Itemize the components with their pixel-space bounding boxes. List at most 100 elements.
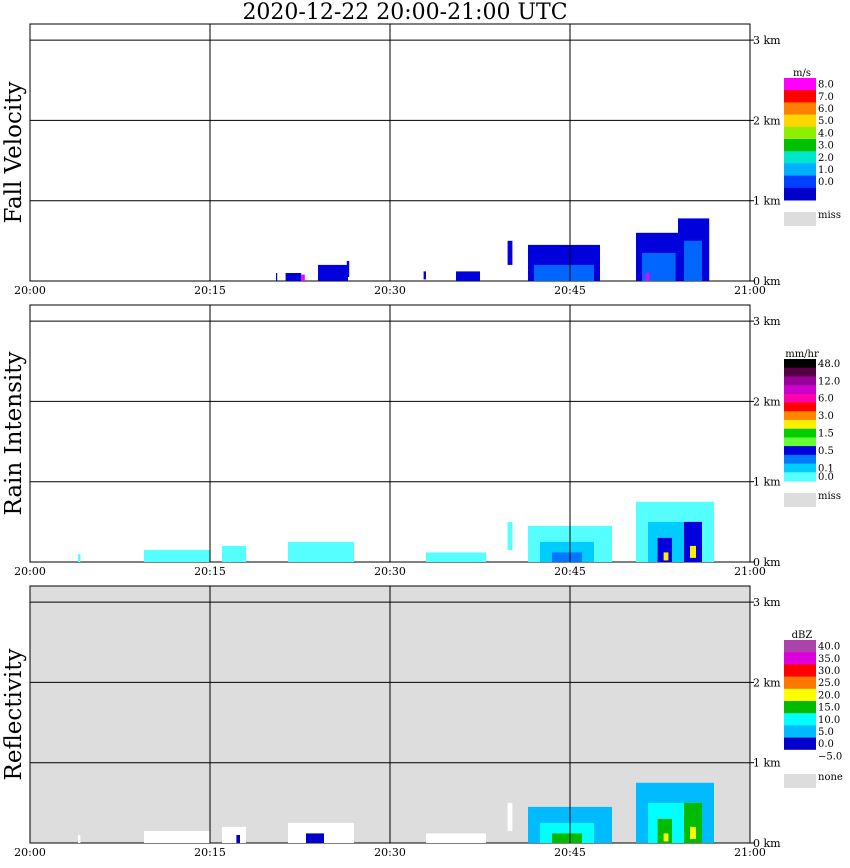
colorbar-swatch bbox=[784, 737, 816, 751]
x-tick-label: 20:00 bbox=[14, 846, 46, 859]
echo-cell bbox=[288, 541, 354, 562]
echo-cell bbox=[663, 833, 669, 842]
colorbar-missing-label: miss bbox=[818, 491, 841, 502]
colorbar-label: 4.0 bbox=[818, 128, 834, 139]
colorbar-swatch bbox=[784, 151, 816, 164]
y-tick-label: 2 km bbox=[753, 395, 781, 408]
colorbar-label: 3.0 bbox=[818, 411, 834, 422]
colorbar-label: 40.0 bbox=[818, 642, 840, 653]
colorbar-label: 35.0 bbox=[818, 654, 840, 665]
echo-cell bbox=[456, 271, 480, 281]
echo-cell bbox=[144, 550, 210, 562]
echo-cell bbox=[552, 552, 582, 562]
echo-cell bbox=[318, 264, 348, 281]
colorbar-label: 12.0 bbox=[818, 376, 840, 387]
colorbar-swatch bbox=[784, 676, 816, 690]
y-tick-label: 1 km bbox=[753, 757, 781, 770]
colorbar-swatch bbox=[784, 664, 816, 678]
colorbar-swatch bbox=[784, 139, 816, 152]
ticks-rain-intensity: 20:00 20:15 20:30 20:45 21:000 km 1 km 2 km 3 k… bbox=[14, 315, 781, 578]
x-tick-label: 20:30 bbox=[374, 565, 406, 578]
colorbar-unit: mm/hr bbox=[785, 349, 819, 360]
y-tick-label: 3 km bbox=[753, 34, 781, 47]
x-tick-label: 20:00 bbox=[14, 565, 46, 578]
echo-cell bbox=[426, 552, 486, 562]
colorbar-fall-velocity: m/s 8.07.06.05.04.0 3.02.01.00.0 miss bbox=[784, 68, 841, 226]
x-tick-label: 21:00 bbox=[734, 284, 766, 297]
colorbar-label: 0.0 bbox=[818, 739, 834, 750]
colorbar-label: 5.0 bbox=[818, 116, 834, 127]
ylabel-rain-intensity: Rain Intensity bbox=[1, 351, 27, 515]
colorbar-swatch bbox=[784, 454, 816, 465]
colorbar-swatch bbox=[784, 411, 816, 421]
y-tick-label: 3 km bbox=[753, 315, 781, 328]
colorbar-swatch bbox=[784, 688, 816, 702]
ylabel-fall-velocity: Fall Velocity bbox=[1, 82, 27, 224]
y-tick-label: 0 km bbox=[753, 275, 781, 288]
echo-cell bbox=[306, 833, 324, 843]
y-tick-label: 2 km bbox=[753, 676, 781, 689]
colorbar-missing-swatch bbox=[784, 212, 816, 226]
colorbar-swatch bbox=[784, 428, 816, 438]
echo-cell bbox=[534, 264, 594, 281]
panel-reflectivity: 20:00 20:15 20:30 20:45 21:000 km 1 km 2 km 3 k… bbox=[1, 585, 843, 859]
y-tick-label: 1 km bbox=[753, 195, 781, 208]
grid-rain-intensity bbox=[30, 305, 750, 562]
x-tick-label: 21:00 bbox=[734, 846, 766, 859]
ylabel-reflectivity: Reflectivity bbox=[1, 649, 27, 781]
echo-cell bbox=[222, 545, 246, 562]
colorbar-swatch bbox=[784, 359, 816, 369]
echo-cell bbox=[684, 802, 702, 843]
ticks-reflectivity: 20:00 20:15 20:30 20:45 21:000 km 1 km 2 km 3 k… bbox=[14, 596, 781, 859]
x-tick-label: 20:45 bbox=[554, 284, 586, 297]
colorbar-missing-swatch bbox=[784, 493, 816, 507]
colorbar-label: 20.0 bbox=[818, 690, 840, 701]
echo-cell bbox=[346, 260, 350, 277]
y-tick-label: 1 km bbox=[753, 476, 781, 489]
colorbar-label: 3.0 bbox=[818, 141, 834, 152]
colorbar-missing-label: miss bbox=[818, 210, 841, 221]
colorbar-swatch bbox=[784, 90, 816, 103]
grid-reflectivity bbox=[30, 586, 750, 843]
colorbar-swatch bbox=[784, 640, 816, 653]
colorbar-label: 1.0 bbox=[818, 165, 834, 176]
colorbar-swatch bbox=[784, 78, 816, 91]
echo-cell bbox=[288, 822, 354, 843]
colorbar-missing-swatch bbox=[784, 774, 816, 788]
colorbar-label: 0.0 bbox=[818, 177, 834, 188]
colorbar-swatch bbox=[784, 163, 816, 177]
colorbar-swatch bbox=[784, 114, 816, 128]
echo-cell bbox=[684, 521, 702, 562]
panel-rain-intensity: 20:00 20:15 20:30 20:45 21:000 km 1 km 2 km 3 k… bbox=[1, 304, 841, 578]
colorbar-swatch bbox=[784, 102, 816, 116]
colorbar-label: 48.0 bbox=[818, 359, 840, 370]
echo-cell bbox=[657, 818, 672, 843]
colorbar-swatch bbox=[784, 652, 816, 665]
echo-cell bbox=[507, 521, 513, 550]
echo-cell bbox=[423, 271, 426, 280]
colorbar-label: 0.5 bbox=[818, 446, 834, 457]
colorbar-label: 30.0 bbox=[818, 666, 840, 677]
x-tick-label: 20:45 bbox=[554, 565, 586, 578]
colorbar-label: 5.0 bbox=[818, 727, 834, 738]
x-tick-label: 20:15 bbox=[194, 846, 226, 859]
colorbar-swatch bbox=[784, 472, 816, 482]
colorbar-reflectivity: dBZ 40.035.030.025.020.0 15.010.05.00.0−5.… bbox=[784, 630, 843, 788]
y-tick-label: 0 km bbox=[753, 556, 781, 569]
panel-fall-velocity: 20:00 20:15 20:30 20:45 21:000 km 1 km 2 km 3 k… bbox=[1, 23, 841, 297]
colorbar-swatch bbox=[784, 187, 816, 201]
x-tick-label: 20:45 bbox=[554, 846, 586, 859]
colorbar-swatch bbox=[784, 385, 816, 395]
colorbar-swatch bbox=[784, 713, 816, 726]
y-tick-label: 0 km bbox=[753, 837, 781, 850]
colorbar-label: 1.5 bbox=[818, 429, 834, 440]
echo-cell bbox=[236, 835, 240, 843]
colorbar-swatch bbox=[784, 376, 816, 386]
echo-cell bbox=[552, 833, 582, 843]
echo-cell bbox=[645, 273, 650, 281]
x-tick-label: 21:00 bbox=[734, 565, 766, 578]
y-tick-label: 3 km bbox=[753, 596, 781, 609]
echo-cell bbox=[222, 826, 246, 843]
colorbar-label: 0.0 bbox=[818, 472, 834, 483]
